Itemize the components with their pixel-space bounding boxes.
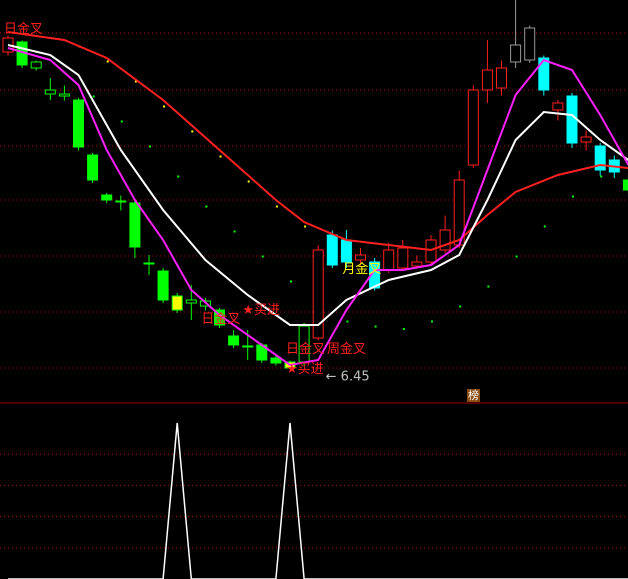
signal-dot <box>515 255 518 258</box>
signal-dot <box>402 328 405 330</box>
signal-dot <box>600 175 603 178</box>
signal-dot <box>304 225 307 228</box>
candle-body <box>171 295 183 311</box>
candle-body <box>44 89 56 95</box>
moving-average-line <box>7 31 628 252</box>
signal-label: 月金叉 <box>342 261 381 277</box>
signal-dot <box>205 205 208 208</box>
signal-label: 日金叉 <box>286 341 325 357</box>
candle-body <box>524 27 536 61</box>
signal-dot <box>120 120 123 123</box>
candle-body <box>594 145 606 171</box>
signal-dot <box>572 195 574 198</box>
signal-dot <box>92 95 95 98</box>
candle-body <box>552 102 564 111</box>
signal-dot <box>191 130 194 133</box>
candle-body <box>157 270 169 301</box>
candle-body <box>580 136 592 143</box>
signal-dot <box>247 180 250 183</box>
candle-body <box>566 95 578 144</box>
signal-dot <box>163 105 166 108</box>
signal-label: ← 6.45 <box>326 370 370 385</box>
candle-body <box>101 194 113 201</box>
candle-body <box>538 57 550 91</box>
signal-dot <box>431 320 433 323</box>
signal-label: 周金叉 <box>327 341 366 357</box>
signal-label: 日金叉 <box>4 21 43 37</box>
moving-average-line <box>7 44 628 326</box>
rank-badge[interactable]: 榜 <box>467 389 480 402</box>
signal-dot <box>374 325 377 328</box>
candle-body <box>340 239 352 263</box>
signal-dot <box>275 205 278 208</box>
candle-body <box>185 299 197 304</box>
candle-body <box>30 61 42 69</box>
candle-body <box>242 345 254 348</box>
signal-label: 日金叉 <box>201 311 240 327</box>
candle-body <box>467 89 479 166</box>
signal-dot <box>346 320 349 323</box>
candle-body <box>270 357 282 364</box>
candle-body <box>326 234 338 266</box>
signal-dot <box>290 280 292 283</box>
candle-body <box>312 249 324 339</box>
signal-dot <box>261 255 264 258</box>
candle-body <box>129 202 141 248</box>
signal-label: ★买进 <box>242 303 280 318</box>
candle-body <box>383 249 395 271</box>
signal-dot <box>487 285 490 288</box>
signal-dot <box>543 225 546 228</box>
signal-label: ★买进 <box>286 362 324 377</box>
candle-body <box>87 154 99 181</box>
candle-body <box>481 69 493 91</box>
candle-body <box>369 261 381 289</box>
candle-body <box>510 44 522 63</box>
signal-dot <box>233 230 236 233</box>
candle-body <box>397 247 409 269</box>
candle-body <box>439 229 451 251</box>
candle-body <box>228 335 240 346</box>
candle-body <box>411 261 423 267</box>
signal-dot <box>134 80 137 83</box>
candle-body <box>115 200 127 203</box>
candle-body <box>622 179 628 191</box>
candle-body <box>496 67 507 89</box>
signal-dot <box>177 175 180 178</box>
signal-dot <box>459 305 462 308</box>
moving-average-line <box>7 47 628 367</box>
candle-body <box>58 93 70 97</box>
signal-dot <box>219 155 222 158</box>
candle-body <box>73 99 84 148</box>
candle-body <box>355 254 366 261</box>
candle-body <box>143 262 155 265</box>
signal-dot <box>106 60 109 63</box>
indicator-line <box>8 422 628 579</box>
candle-body <box>2 37 14 53</box>
signal-dot <box>149 145 151 148</box>
